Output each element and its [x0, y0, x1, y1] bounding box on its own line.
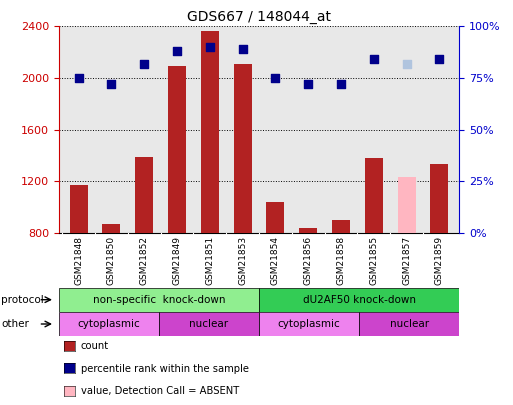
Bar: [233, 64, 252, 233]
Text: cytoplasmic: cytoplasmic: [77, 319, 141, 329]
Point: [436, 56, 444, 63]
Point: [206, 44, 214, 50]
Bar: [201, 32, 219, 233]
Point: [370, 56, 378, 63]
Text: cytoplasmic: cytoplasmic: [278, 319, 341, 329]
Text: nuclear: nuclear: [389, 319, 429, 329]
Bar: [103, 224, 121, 233]
Text: GSM21855: GSM21855: [369, 236, 379, 285]
Title: GDS667 / 148044_at: GDS667 / 148044_at: [187, 10, 331, 24]
Text: nuclear: nuclear: [189, 319, 229, 329]
Text: non-specific  knock-down: non-specific knock-down: [93, 295, 225, 305]
Text: GSM21852: GSM21852: [140, 236, 149, 285]
Point: [337, 81, 345, 87]
Text: GSM21853: GSM21853: [238, 236, 247, 285]
Text: GSM21857: GSM21857: [402, 236, 411, 285]
Point: [74, 75, 83, 81]
Text: count: count: [81, 341, 109, 351]
Bar: [299, 228, 317, 233]
Text: other: other: [1, 319, 29, 329]
Text: dU2AF50 knock-down: dU2AF50 knock-down: [303, 295, 416, 305]
Text: GSM21859: GSM21859: [435, 236, 444, 285]
Text: percentile rank within the sample: percentile rank within the sample: [81, 364, 248, 373]
Bar: [159, 312, 259, 336]
Bar: [398, 177, 416, 233]
Point: [304, 81, 312, 87]
Text: GSM21848: GSM21848: [74, 236, 83, 285]
Bar: [135, 157, 153, 233]
Bar: [70, 185, 88, 233]
Point: [403, 60, 411, 67]
Text: GSM21851: GSM21851: [205, 236, 214, 285]
Bar: [259, 288, 459, 312]
Bar: [332, 220, 350, 233]
Text: GSM21854: GSM21854: [271, 236, 280, 285]
Bar: [59, 288, 259, 312]
Point: [239, 46, 247, 52]
Text: GSM21856: GSM21856: [304, 236, 313, 285]
Text: GSM21858: GSM21858: [337, 236, 346, 285]
Bar: [259, 312, 359, 336]
Point: [140, 60, 148, 67]
Text: value, Detection Call = ABSENT: value, Detection Call = ABSENT: [81, 386, 239, 396]
Bar: [359, 312, 459, 336]
Bar: [365, 158, 383, 233]
Bar: [266, 202, 285, 233]
Bar: [430, 164, 448, 233]
Point: [271, 75, 280, 81]
Bar: [168, 66, 186, 233]
Point: [173, 48, 181, 54]
Bar: [59, 312, 159, 336]
Text: protocol: protocol: [1, 295, 44, 305]
Text: GSM21849: GSM21849: [172, 236, 182, 285]
Text: GSM21850: GSM21850: [107, 236, 116, 285]
Point: [107, 81, 115, 87]
